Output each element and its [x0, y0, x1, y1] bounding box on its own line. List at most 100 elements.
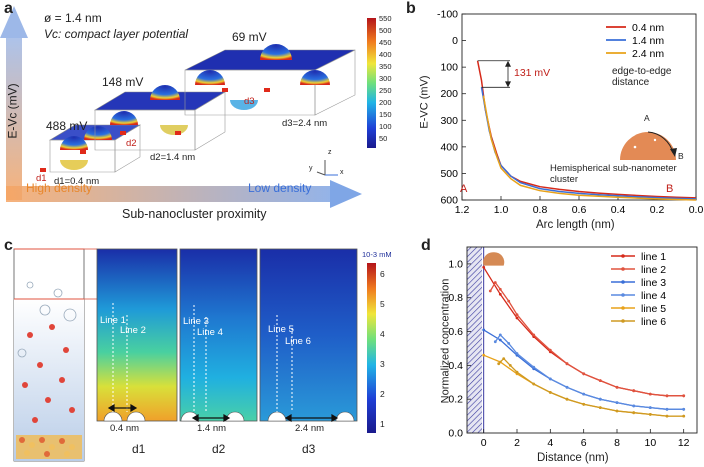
endpoint-a: A — [460, 183, 468, 195]
data-point — [498, 287, 502, 291]
x-tick-label: 0.6 — [572, 204, 587, 216]
legend-marker — [621, 280, 625, 284]
inset-b: B — [678, 151, 684, 161]
legend-entry: line 1 — [641, 251, 666, 263]
data-point — [665, 394, 669, 398]
concentration-map-d2 — [179, 248, 258, 422]
data-point — [598, 397, 602, 401]
legend-entry: line 5 — [641, 303, 666, 315]
data-point — [482, 328, 486, 332]
x-tick-label: 1.2 — [455, 204, 470, 216]
hemisphere-inset-icon — [620, 131, 677, 160]
legend-note: edge-to-edge distance — [612, 66, 672, 88]
d1-value: d1=0.4 nm — [54, 176, 100, 187]
x-tick-label: 8 — [614, 437, 620, 449]
data-point — [515, 352, 519, 355]
data-point — [515, 313, 519, 316]
inset-label: Hemispherical sub-nanometer cluster — [550, 163, 677, 185]
y-tick-label: 400 — [440, 141, 458, 153]
panel-b-label: b — [406, 0, 416, 17]
panel-a-label: a — [4, 0, 13, 17]
cb-tick: 4 — [380, 329, 385, 339]
panel-d-label: d — [421, 237, 431, 254]
panel-a-figure — [0, 6, 376, 208]
legend-marker — [621, 319, 625, 323]
panel-b: b -100 0 100 200 300 400 500 600 1.2 1.0 0.8 0.6 0.4… — [400, 0, 704, 235]
y-tick-label: 200 — [440, 88, 458, 100]
data-point — [648, 406, 652, 409]
cb-tick: 500 — [379, 26, 392, 35]
d1-marker: d1 — [36, 173, 47, 184]
cb-tick: 350 — [379, 62, 392, 71]
data-point — [615, 385, 619, 389]
diameter-note: ø = 1.4 nm — [44, 11, 102, 25]
data-point — [682, 414, 686, 418]
series-line-line-6 — [498, 357, 684, 417]
series-line-line-5 — [483, 354, 684, 417]
triad-y: y — [309, 165, 313, 172]
x-tick-label: 0.0 — [689, 204, 704, 216]
panel-c-colorbar — [367, 263, 376, 433]
low-density-label: Low density — [248, 181, 312, 195]
data-point — [632, 404, 636, 408]
data-point — [497, 362, 501, 366]
data-point — [582, 372, 586, 376]
inset-a: A — [644, 113, 650, 123]
cb-tick: 100 — [379, 122, 392, 131]
data-point — [632, 389, 636, 393]
axes-triad-icon — [316, 160, 338, 176]
data-point — [507, 299, 511, 303]
bracket-arrowhead — [505, 81, 511, 88]
map-label-d3: d3 — [302, 442, 316, 456]
data-point — [598, 379, 602, 382]
data-point — [515, 316, 519, 320]
x-tick-label: 6 — [581, 437, 587, 449]
d3-marker: d3 — [244, 96, 255, 107]
panel-a: a ø = 1.4 nm Vc: compact layer potential… — [0, 0, 400, 230]
data-point — [615, 401, 619, 404]
cb-tick: 450 — [379, 38, 392, 47]
triad-z: z — [328, 149, 332, 156]
data-point — [508, 364, 512, 367]
data-point — [665, 407, 669, 411]
vc-note: Vc: compact layer potential — [44, 27, 189, 41]
legend-entry: 0.4 nm — [632, 22, 664, 34]
data-point — [665, 414, 669, 418]
block-d2 — [93, 85, 227, 151]
dist-d3: 2.4 nm — [295, 423, 325, 434]
cb-tick: 550 — [379, 14, 392, 23]
legend-entry: line 4 — [641, 290, 666, 302]
potential-d1: 488 mV — [46, 119, 88, 133]
concentration-map-d1 — [96, 248, 178, 422]
y-tick-label: 100 — [440, 62, 458, 74]
map-label-d2: d2 — [212, 442, 226, 456]
line-2-label: Line 2 — [120, 325, 146, 336]
data-point — [507, 342, 511, 345]
data-point — [548, 377, 552, 381]
data-point — [648, 392, 652, 396]
legend-marker — [621, 306, 625, 310]
legend-entry: 2.4 nm — [632, 48, 664, 60]
map-label-d1: d1 — [132, 442, 146, 456]
data-point — [532, 333, 536, 337]
panel-a-x-axis-label: Sub-nanocluster proximity — [122, 207, 267, 221]
y-tick-label: 600 — [440, 195, 458, 207]
data-point — [532, 365, 536, 369]
data-point — [502, 357, 506, 360]
data-point — [565, 397, 569, 401]
line-3-label: Line 3 — [183, 316, 209, 327]
legend-entry: 1.4 nm — [632, 35, 664, 47]
cb-tick: 250 — [379, 86, 392, 95]
cb-tick: 5 — [380, 299, 385, 309]
d2-marker: d2 — [126, 138, 137, 149]
cb-tick: 3 — [380, 359, 385, 369]
y-tick-label: 0.4 — [448, 360, 463, 372]
dist-d2: 1.4 nm — [197, 423, 227, 434]
x-tick-label: 0.2 — [650, 204, 665, 216]
d2-value: d2=1.4 nm — [150, 152, 196, 163]
line-1-label: Line 1 — [100, 315, 126, 326]
legend-entry: line 2 — [641, 264, 666, 276]
concentration-map-d3 — [259, 248, 358, 422]
line-6-label: Line 6 — [285, 336, 311, 347]
